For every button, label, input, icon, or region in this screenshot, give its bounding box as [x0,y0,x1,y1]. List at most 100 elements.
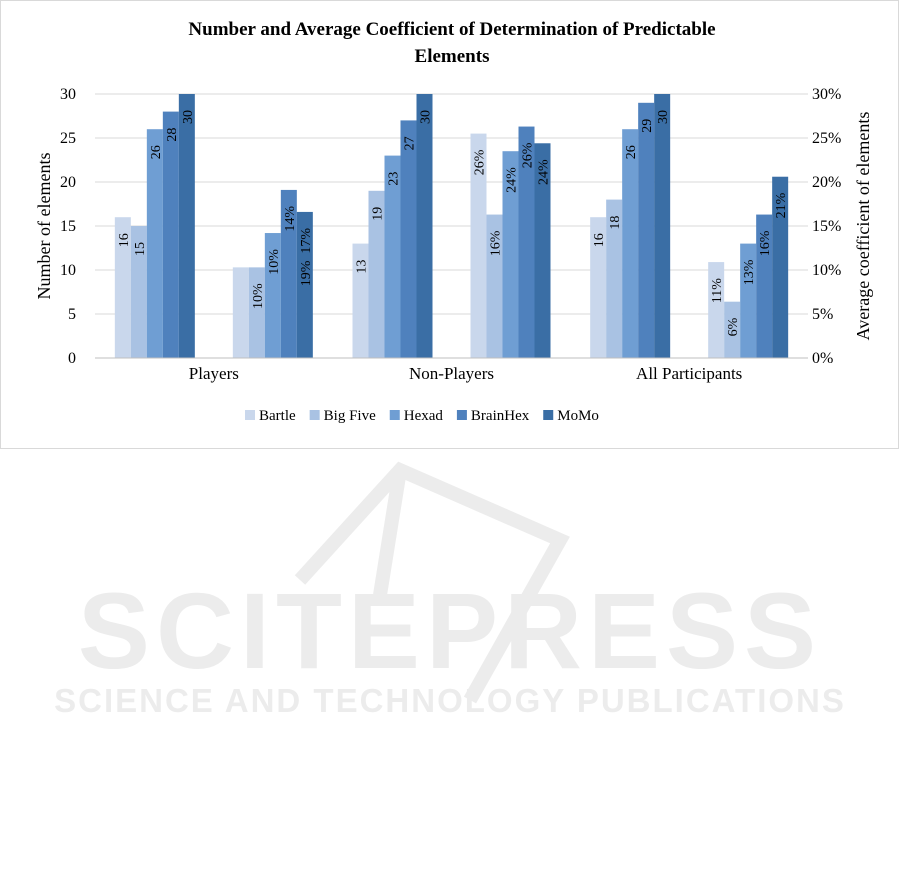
count-bar [400,120,417,359]
count-data-label: 16 [117,233,132,247]
coefficient-data-label: 26% [473,149,488,175]
count-bar [384,155,401,358]
coefficient-bar [232,267,249,358]
coefficient-data-label: 26% [521,142,536,168]
count-data-label: 13 [355,260,370,274]
legend-swatch [309,410,320,420]
right-tick-label: 20% [812,174,841,191]
coefficient-data-label: 6% [726,317,741,336]
category-label: All Participants [636,364,742,383]
count-data-label: 26 [149,145,164,159]
count-data-label: 29 [640,119,655,133]
legend-label: BrainHex [471,408,530,424]
coefficient-data-label: 16% [758,230,773,256]
legend-label: Bartle [259,408,296,424]
right-tick-label: 25% [812,130,841,147]
right-tick-label: 10% [812,262,841,279]
bars [114,94,789,359]
count-data-label: 30 [656,110,671,124]
legend-label: MoMo [557,408,599,424]
count-data-label: 16 [592,233,607,247]
count-data-label: 27 [403,136,418,150]
coefficient-bar [534,143,551,358]
coefficient-bar [470,133,487,358]
count-data-label: 26 [624,145,639,159]
coefficient-bar [264,233,281,358]
book-logo-icon [294,461,570,704]
right-tick-label: 15% [812,218,841,235]
coefficient-bar [756,214,773,358]
count-bar [606,199,623,358]
legend: Bartle Big Five Hexad BrainHex MoMo [245,408,599,424]
coefficient-bar [502,151,519,358]
coefficient-data-label: 10% [251,283,266,309]
count-bar [130,226,147,358]
count-bar [162,111,179,358]
coefficient-bar [518,126,535,358]
count-bar [622,129,639,358]
coefficient-data-label: 16% [489,230,504,256]
legend-swatch [543,410,554,420]
category-label: Players [189,364,239,383]
coefficient-data-label: 13% [742,259,757,285]
coefficient-bar [772,176,789,358]
count-bar [638,102,655,358]
count-data-label: 28 [165,128,180,142]
count-data-label: 30 [419,110,434,124]
chart-svg: Number and Average Coefficient of Determ… [34,19,873,424]
coefficient-data-label: 19% 17% [299,228,314,287]
coefficient-data-label: 24% [537,159,552,185]
count-bar [178,94,195,358]
left-tick-label: 5 [68,306,76,323]
count-bar [368,190,385,358]
right-axis-title: Average coefficient of elements [853,112,873,341]
coefficient-data-label: 24% [505,167,520,193]
count-data-label: 19 [371,207,386,221]
left-tick-label: 25 [60,130,76,147]
coefficient-data-label: 21% [774,192,789,218]
coefficient-bar [248,267,265,358]
right-tick-label: 0% [812,350,833,367]
count-data-label: 30 [181,110,196,124]
left-tick-label: 30 [60,86,76,103]
right-tick-label: 5% [812,306,833,323]
right-tick-label: 30% [812,86,841,103]
left-axis-title: Number of elements [34,153,54,300]
legend-swatch [245,410,255,420]
chart-title-line-1: Number and Average Coefficient of Determ… [188,19,715,40]
category-label: Non-Players [409,364,494,383]
legend-label: Big Five [324,408,376,424]
count-bar [352,243,369,358]
coefficient-bar [724,301,741,358]
watermark-tagline: SCIENCE AND TECHNOLOGY PUBLICATIONS [54,682,846,719]
chart-title-line-2: Elements [415,46,490,67]
axes: 0 5 10 15 20 25 30 0% 5% 10% 15% 20% 25% 30% Players No… [60,86,841,383]
coefficient-bar [280,189,297,358]
watermark-brand: SCITEPRESS [78,570,822,691]
legend-swatch [456,410,467,420]
count-bar [654,94,671,358]
count-bar [146,129,163,358]
count-data-label: 18 [608,216,623,230]
count-data-label: 23 [387,172,402,186]
count-bar [416,94,433,358]
count-data-label: 15 [133,242,148,256]
count-bar [114,217,131,358]
gridlines [95,93,808,315]
left-tick-label: 20 [60,174,76,191]
coefficient-data-label: 11% [710,278,725,303]
coefficient-data-label: 10% [267,249,282,275]
left-tick-label: 15 [60,218,76,235]
legend-label: Hexad [404,408,444,424]
coefficient-bar [740,243,757,358]
coefficient-bar [708,262,725,358]
left-tick-label: 0 [68,350,76,367]
coefficient-bar [486,214,503,358]
coefficient-data-label: 14% [283,206,298,232]
left-tick-label: 10 [60,262,76,279]
legend-swatch [389,410,400,420]
watermark: SCITEPRESS SCIENCE AND TECHNOLOGY PUBLIC… [54,461,846,719]
count-bar [590,217,607,358]
coefficient-bar [296,211,313,358]
